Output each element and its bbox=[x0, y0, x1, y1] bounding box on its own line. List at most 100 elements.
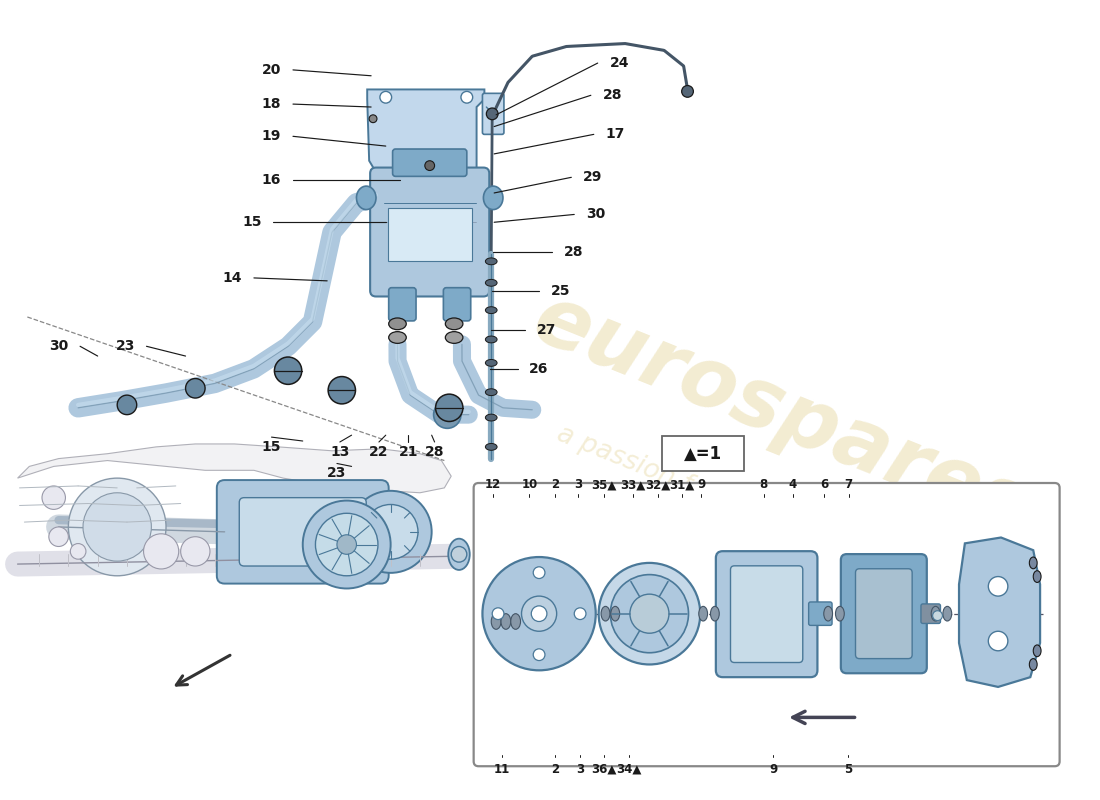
FancyBboxPatch shape bbox=[217, 480, 388, 584]
FancyBboxPatch shape bbox=[483, 94, 504, 134]
Polygon shape bbox=[367, 90, 484, 180]
Text: 31▲: 31▲ bbox=[669, 478, 694, 491]
Ellipse shape bbox=[1030, 557, 1037, 569]
Text: 26: 26 bbox=[529, 362, 549, 376]
Circle shape bbox=[337, 534, 356, 554]
Ellipse shape bbox=[1033, 645, 1041, 657]
Text: 6: 6 bbox=[821, 478, 828, 491]
Circle shape bbox=[574, 608, 586, 619]
Circle shape bbox=[180, 537, 210, 566]
Text: 5: 5 bbox=[844, 762, 851, 776]
Ellipse shape bbox=[483, 186, 503, 210]
Polygon shape bbox=[959, 538, 1041, 687]
Circle shape bbox=[534, 567, 544, 578]
Text: 25: 25 bbox=[551, 284, 570, 298]
Text: 3: 3 bbox=[574, 478, 582, 491]
Circle shape bbox=[379, 91, 392, 103]
Text: eurospares: eurospares bbox=[521, 278, 1041, 551]
Ellipse shape bbox=[388, 318, 406, 330]
Circle shape bbox=[350, 491, 431, 573]
Text: 28: 28 bbox=[425, 445, 444, 458]
Circle shape bbox=[451, 546, 466, 562]
Text: a passion for parts since 1985: a passion for parts since 1985 bbox=[552, 421, 932, 594]
Circle shape bbox=[461, 91, 473, 103]
FancyBboxPatch shape bbox=[393, 149, 466, 176]
Circle shape bbox=[483, 557, 596, 670]
Circle shape bbox=[988, 631, 1008, 650]
Ellipse shape bbox=[485, 258, 497, 265]
Ellipse shape bbox=[446, 318, 463, 330]
Circle shape bbox=[433, 401, 461, 428]
Text: 22: 22 bbox=[370, 445, 388, 458]
FancyBboxPatch shape bbox=[474, 483, 1059, 766]
Text: ▲=1: ▲=1 bbox=[684, 445, 723, 462]
Ellipse shape bbox=[446, 332, 463, 343]
Text: 15: 15 bbox=[242, 215, 262, 230]
Ellipse shape bbox=[836, 606, 845, 621]
FancyBboxPatch shape bbox=[921, 604, 940, 623]
Circle shape bbox=[610, 574, 689, 653]
Text: 18: 18 bbox=[262, 97, 282, 111]
Circle shape bbox=[316, 514, 378, 576]
Circle shape bbox=[598, 563, 701, 665]
Ellipse shape bbox=[356, 186, 376, 210]
Ellipse shape bbox=[943, 606, 951, 621]
Circle shape bbox=[302, 501, 390, 589]
Text: 9: 9 bbox=[769, 762, 778, 776]
Text: 34▲: 34▲ bbox=[616, 762, 641, 776]
Text: 4: 4 bbox=[789, 478, 797, 491]
FancyBboxPatch shape bbox=[388, 288, 416, 321]
FancyBboxPatch shape bbox=[443, 288, 471, 321]
FancyBboxPatch shape bbox=[370, 167, 490, 297]
Text: 19: 19 bbox=[262, 130, 282, 143]
Circle shape bbox=[436, 394, 463, 422]
Polygon shape bbox=[18, 444, 451, 493]
Ellipse shape bbox=[485, 306, 497, 314]
Circle shape bbox=[68, 478, 166, 576]
Text: 32▲: 32▲ bbox=[646, 478, 671, 491]
Text: 7: 7 bbox=[845, 478, 853, 491]
Ellipse shape bbox=[449, 538, 470, 570]
Bar bbox=[387, 208, 472, 262]
Ellipse shape bbox=[492, 614, 500, 630]
Circle shape bbox=[486, 108, 498, 120]
Text: 15: 15 bbox=[262, 440, 282, 454]
Circle shape bbox=[328, 377, 355, 404]
Text: 9: 9 bbox=[697, 478, 705, 491]
Circle shape bbox=[82, 493, 152, 561]
Text: 30: 30 bbox=[50, 339, 68, 354]
Text: 13: 13 bbox=[330, 445, 350, 458]
FancyBboxPatch shape bbox=[716, 551, 817, 677]
Circle shape bbox=[521, 596, 557, 631]
FancyBboxPatch shape bbox=[662, 436, 745, 471]
Text: 20: 20 bbox=[262, 63, 282, 77]
Text: 16: 16 bbox=[262, 174, 282, 187]
Text: 10: 10 bbox=[521, 478, 538, 491]
Ellipse shape bbox=[1033, 570, 1041, 582]
Text: 35▲: 35▲ bbox=[591, 478, 616, 491]
Circle shape bbox=[274, 357, 301, 384]
Text: 33▲: 33▲ bbox=[620, 478, 646, 491]
Text: 27: 27 bbox=[537, 322, 557, 337]
Ellipse shape bbox=[601, 606, 609, 621]
Ellipse shape bbox=[485, 279, 497, 286]
Circle shape bbox=[492, 608, 504, 619]
Text: 2: 2 bbox=[551, 478, 559, 491]
Circle shape bbox=[933, 610, 943, 621]
Text: 3: 3 bbox=[576, 762, 584, 776]
Text: 11: 11 bbox=[494, 762, 510, 776]
Ellipse shape bbox=[500, 614, 510, 630]
Circle shape bbox=[336, 382, 352, 398]
Circle shape bbox=[186, 378, 205, 398]
Circle shape bbox=[70, 543, 86, 559]
Circle shape bbox=[988, 577, 1008, 596]
Circle shape bbox=[118, 395, 136, 414]
Ellipse shape bbox=[485, 414, 497, 421]
Text: 29: 29 bbox=[583, 170, 603, 184]
Circle shape bbox=[531, 606, 547, 622]
Ellipse shape bbox=[388, 332, 406, 343]
Ellipse shape bbox=[510, 614, 520, 630]
Text: 36▲: 36▲ bbox=[591, 762, 616, 776]
Circle shape bbox=[682, 86, 693, 98]
Text: 28: 28 bbox=[603, 88, 623, 102]
